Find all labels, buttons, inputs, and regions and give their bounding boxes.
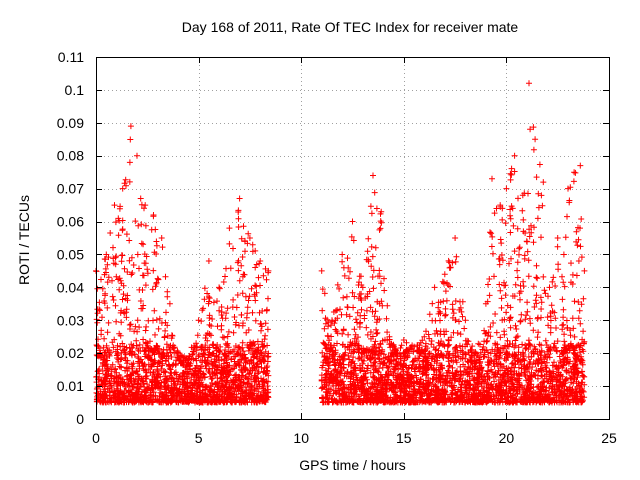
plot-frame <box>96 57 610 420</box>
x-axis-label: GPS time / hours <box>299 457 406 473</box>
y-tick-label: 0.08 <box>57 148 84 164</box>
x-tick-label: 10 <box>293 430 309 446</box>
y-tick-label: 0 <box>76 411 84 427</box>
y-tick-label: 0.01 <box>57 378 84 394</box>
y-tick-label: 0.05 <box>57 246 84 262</box>
y-tick-label: 0.02 <box>57 345 84 361</box>
x-tick-label: 15 <box>396 430 412 446</box>
axis-ticks: 0 5 10 15 20 25 0 0.01 0.02 0.03 0.04 0.05 0.06 0.07 0… <box>57 49 617 446</box>
chart-title: Day 168 of 2011, Rate Of TEC Index for r… <box>181 19 519 35</box>
y-tick-label: 0.03 <box>57 312 84 328</box>
x-tick-label: 0 <box>92 430 100 446</box>
scatter-markers <box>93 80 588 406</box>
y-tick-label: 0.04 <box>57 279 84 295</box>
y-tick-label: 0.09 <box>57 115 84 131</box>
y-tick-label: 0.07 <box>57 181 84 197</box>
y-tick-label: 0.1 <box>65 82 85 98</box>
y-tick-label: 0.06 <box>57 214 84 230</box>
x-tick-label: 25 <box>601 430 617 446</box>
x-tick-label: 20 <box>499 430 515 446</box>
data-points <box>93 80 588 406</box>
y-tick-label: 0.11 <box>58 49 84 65</box>
x-tick-label: 5 <box>195 430 203 446</box>
y-axis-label: ROTI / TECUs <box>16 195 32 285</box>
